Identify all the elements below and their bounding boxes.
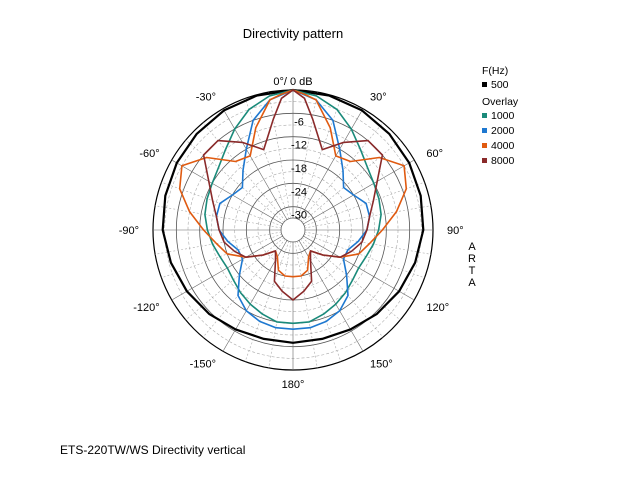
spoke [244, 98, 290, 220]
spoke [202, 122, 286, 222]
series-line-2000 [215, 89, 371, 330]
spoke [155, 231, 282, 255]
spoke [244, 240, 290, 362]
spoke [171, 159, 284, 225]
zero-label: 0°/ 0 dB [273, 76, 312, 88]
spoke [304, 231, 431, 255]
spoke [304, 205, 431, 229]
series-line-4000 [178, 89, 408, 278]
legend-header-overlay: Overlay [482, 96, 519, 108]
chart-title: Directivity pattern [243, 26, 343, 41]
spoke [268, 92, 292, 219]
spoke [268, 241, 292, 368]
legend-swatch-500 [482, 82, 487, 87]
figure-caption: ETS-220TW/WS Directivity vertical [60, 443, 246, 457]
spoke [155, 205, 282, 229]
labels-layer: -6 -12 -18 -24 -30 0°/ 0 dB 30° 60° 90° 120° 150° 1… [119, 76, 477, 391]
spoke [185, 237, 285, 321]
side-letter: R [468, 253, 476, 265]
spoke [296, 98, 342, 220]
curves-layer [161, 88, 425, 344]
legend-entry-4000: 4000 [491, 140, 515, 152]
spoke [296, 240, 342, 362]
directivity-chart: Directivity pattern -6 -12 -18 -24 -30 0°/ 0 … [119, 26, 519, 391]
polar-grid [152, 89, 434, 371]
spoke [301, 139, 401, 223]
legend-header-main: F(Hz) [482, 65, 508, 77]
spoke [298, 108, 364, 221]
spoke [294, 241, 318, 368]
angle-label: 120° [426, 302, 449, 314]
angle-label: 90° [447, 225, 464, 237]
radial-tick-label: -12 [291, 140, 307, 152]
side-letter: A [468, 241, 476, 253]
legend-entry-1000: 1000 [491, 110, 515, 122]
spoke [161, 181, 283, 227]
legend-entry-2000: 2000 [491, 125, 515, 137]
radial-tick-label: -6 [294, 116, 304, 128]
series-line-500 [161, 88, 425, 344]
spoke [301, 237, 401, 321]
legend: F(Hz) 500 1000 2000 4000 8000 Overlay [482, 65, 519, 167]
spoke [161, 233, 283, 279]
side-letter: A [468, 277, 476, 289]
spoke [302, 159, 415, 225]
spoke [222, 108, 288, 221]
angle-label: -120° [133, 302, 159, 314]
spoke [185, 139, 285, 223]
radial-tick-label: -18 [291, 163, 307, 175]
spoke [300, 238, 384, 338]
series-line-8000 [202, 89, 384, 301]
spoke [298, 239, 364, 352]
legend-entry-500: 500 [491, 79, 509, 91]
spoke [300, 122, 384, 222]
angle-label: 30° [370, 92, 387, 104]
angle-label: -60° [139, 148, 159, 160]
angle-label: -30° [196, 92, 216, 104]
side-letter: T [469, 265, 476, 277]
angle-label: 180° [282, 379, 305, 391]
spoke [202, 238, 286, 338]
legend-swatch-1000 [482, 113, 487, 118]
spoke [303, 181, 425, 227]
radial-tick-label: -30 [291, 210, 307, 222]
spoke [222, 239, 288, 352]
spoke [294, 92, 318, 219]
series-line-1000 [204, 89, 382, 325]
legend-swatch-2000 [482, 128, 487, 133]
legend-entry-8000: 8000 [491, 155, 515, 167]
angle-label: 60° [426, 148, 443, 160]
spoke [303, 233, 425, 279]
radial-tick-label: -24 [291, 186, 307, 198]
angle-label: -90° [119, 225, 139, 237]
angle-label: 150° [370, 358, 393, 370]
legend-swatch-8000 [482, 158, 487, 163]
legend-swatch-4000 [482, 143, 487, 148]
angle-label: -150° [190, 358, 216, 370]
